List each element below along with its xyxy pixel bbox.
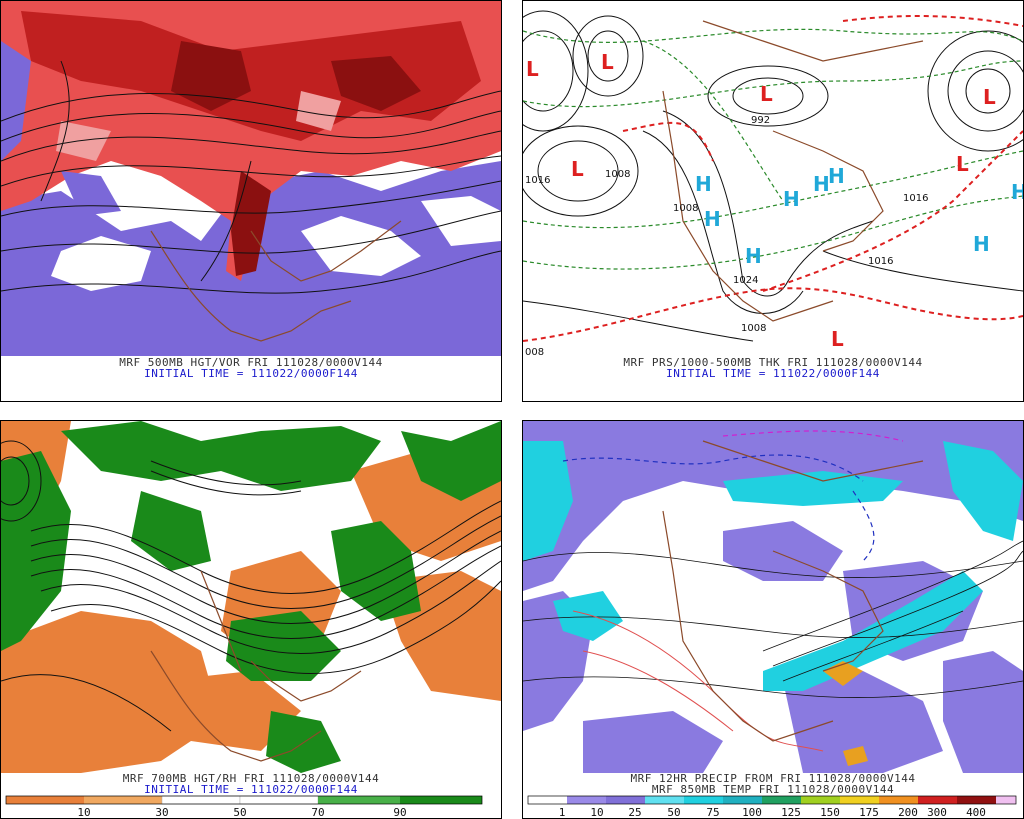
isobar-label: 1016 (525, 175, 550, 186)
low-symbol: L (956, 152, 969, 176)
isobar-label: 1024 (733, 275, 758, 286)
vorticity-map (1, 1, 501, 356)
high-symbol: H (783, 187, 800, 211)
panel-title: MRF 12HR PRECIP FROM FRI 111028/0000V144 (630, 772, 916, 785)
panel-subtitle: MRF 850MB TEMP FRI 111028/0000V144 (651, 783, 895, 796)
legend-label: 400 (966, 806, 986, 817)
high-symbol: H (695, 172, 712, 196)
panel-precip-850mb: MRF 12HR PRECIP FROM FRI 111028/0000V144… (522, 420, 1024, 819)
legend-label: 125 (781, 806, 801, 817)
panel-subtitle: INITIAL TIME = 111022/0000F144 (144, 367, 358, 380)
panel-700mb-rh: MRF 700MB HGT/RH FRI 111028/0000V144 INI… (0, 420, 502, 819)
panel-pressure-thickness: L L L L L L L H H H H H H H H 992 1016 1… (522, 0, 1024, 402)
isobar-label: 1008 (673, 203, 698, 214)
high-symbol: H (704, 207, 721, 231)
panel-title: MRF PRS/1000-500MB THK FRI 111028/0000V1… (623, 356, 923, 369)
legend-label: 90 (393, 806, 406, 817)
legend-label: 100 (742, 806, 762, 817)
low-symbol: L (831, 327, 844, 351)
legend-label: 50 (233, 806, 246, 817)
isobar-label: 008 (525, 347, 544, 356)
low-symbol: L (601, 50, 614, 74)
panel-500mb-vorticity: MRF 500MB HGT/VOR FRI 111028/0000V144 IN… (0, 0, 502, 402)
isobar-label: 992 (751, 115, 770, 126)
legend-label: 25 (628, 806, 641, 817)
rh-legend: 10 30 50 70 90 (1, 795, 501, 817)
low-symbol: L (760, 82, 773, 106)
panel-subtitle: INITIAL TIME = 111022/0000F144 (144, 783, 358, 796)
legend-label: 70 (311, 806, 324, 817)
high-symbol: H (828, 164, 845, 188)
legend-label: 175 (859, 806, 879, 817)
legend-label: 150 (820, 806, 840, 817)
legend-label: 300 (927, 806, 947, 817)
legend-label: 50 (667, 806, 680, 817)
isobar-label: 1008 (741, 323, 766, 334)
rh-map (1, 421, 501, 773)
panel-title: MRF 700MB HGT/RH FRI 111028/0000V144 (122, 772, 380, 785)
high-symbol: H (745, 244, 762, 268)
low-symbol: L (983, 85, 996, 109)
high-symbol: H (1011, 180, 1023, 204)
high-symbol: H (813, 172, 830, 196)
legend-label: 200 (898, 806, 918, 817)
low-symbol: L (571, 157, 584, 181)
legend-label: 75 (706, 806, 719, 817)
legend-label: 10 (590, 806, 603, 817)
precip-map (523, 421, 1023, 773)
high-symbol: H (973, 232, 990, 256)
precip-legend: 1 10 25 50 75 100 125 150 175 200 300 40… (523, 795, 1023, 817)
pressure-map: L L L L L L L H H H H H H H H 992 1016 1… (523, 1, 1023, 356)
panel-title: MRF 500MB HGT/VOR FRI 111028/0000V144 (119, 356, 383, 369)
panel-subtitle: INITIAL TIME = 111022/0000F144 (666, 367, 880, 380)
legend-label: 30 (155, 806, 168, 817)
legend-label: 1 (559, 806, 566, 817)
isobar-label: 1016 (903, 193, 928, 204)
low-symbol: L (526, 57, 539, 81)
isobar-label: 1016 (868, 256, 893, 267)
legend-label: 10 (77, 806, 90, 817)
isobar-label: 1008 (605, 169, 630, 180)
